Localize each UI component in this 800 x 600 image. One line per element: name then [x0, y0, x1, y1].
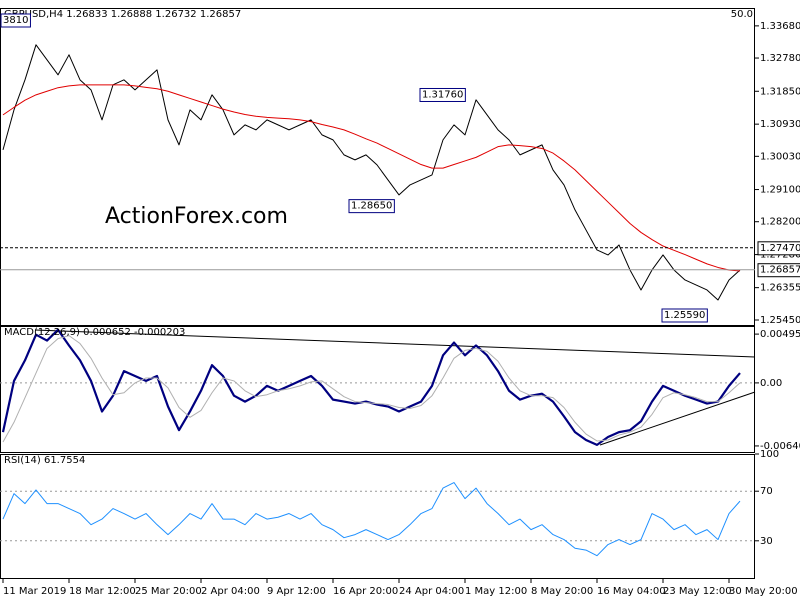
peak-label-box: [661, 308, 708, 323]
y-tick-label: 1.32780: [760, 53, 800, 64]
x-tick-label: 11 Mar 2019: [3, 586, 66, 597]
trend-line: [599, 391, 756, 446]
y-tick-label: 30: [760, 536, 773, 547]
panel-frame: [0, 454, 755, 579]
x-tick-label: 30 May 20:00: [729, 586, 798, 597]
y-tick-label: 1.26355: [760, 283, 800, 294]
peak-label-box: [419, 87, 466, 102]
y-tick-label: 1.25450: [760, 315, 800, 326]
y-tick-label: 1.30930: [760, 119, 800, 130]
x-tick-label: 25 Mar 20:00: [135, 586, 202, 597]
peak-label: 1.25590: [664, 310, 705, 321]
panel-frame: [0, 8, 755, 326]
level-label-box: [757, 263, 800, 278]
corner-label-box: [0, 13, 31, 28]
x-tick-label: 1 May 12:00: [465, 586, 527, 597]
level-label-box: [757, 241, 800, 256]
x-tick-label: 18 Mar 12:00: [69, 586, 136, 597]
series-line: [2, 482, 741, 557]
x-tick-label: 23 May 12:00: [663, 586, 732, 597]
y-tick-label: 100: [760, 449, 779, 460]
x-tick-label: 2 Apr 04:00: [201, 586, 260, 597]
x-tick-label: 8 May 20:00: [531, 586, 593, 597]
x-tick-label: 16 May 04:00: [597, 586, 666, 597]
level-label: 1.26857: [760, 265, 800, 276]
series-line: [2, 84, 741, 272]
series-line: [2, 44, 741, 301]
x-tick-label: 9 Apr 12:00: [267, 586, 326, 597]
panel-title: MACD(12,26,9) 0.000652 -0.000203: [4, 327, 185, 338]
level-label: 1.27470: [760, 243, 800, 254]
peak-label: 1.31760: [422, 89, 463, 100]
y-tick-label: 1.30030: [760, 151, 800, 162]
y-tick-label: 70: [760, 486, 773, 497]
trend-line: [34, 329, 756, 358]
y-tick-label: 1.28200: [760, 217, 800, 228]
panel-title: GBPUSD,H4 1.26833 1.26888 1.26732 1.2685…: [4, 9, 241, 20]
y-tick-label: -0.006404: [760, 441, 800, 452]
x-tick-label: 24 Apr 04:00: [399, 586, 464, 597]
panel-frame: [0, 326, 755, 453]
panel-title: RSI(14) 61.7554: [4, 455, 85, 466]
series-line: [1, 328, 741, 447]
x-tick-label: 16 Apr 20:00: [333, 586, 398, 597]
scale-note: 50.0: [731, 9, 753, 20]
series-line: [2, 335, 741, 443]
corner-label: 3810: [3, 15, 28, 26]
y-tick-label: 1.31850: [760, 86, 800, 97]
y-tick-label: 1.33680: [760, 21, 800, 32]
y-tick-label: 0.004957: [760, 329, 800, 340]
peak-label: 1.28650: [351, 201, 392, 212]
y-tick-label: 0.00: [760, 378, 782, 389]
peak-label-box: [348, 199, 395, 214]
y-tick-label: 1.29100: [760, 185, 800, 196]
watermark: ActionForex.com: [105, 204, 288, 229]
